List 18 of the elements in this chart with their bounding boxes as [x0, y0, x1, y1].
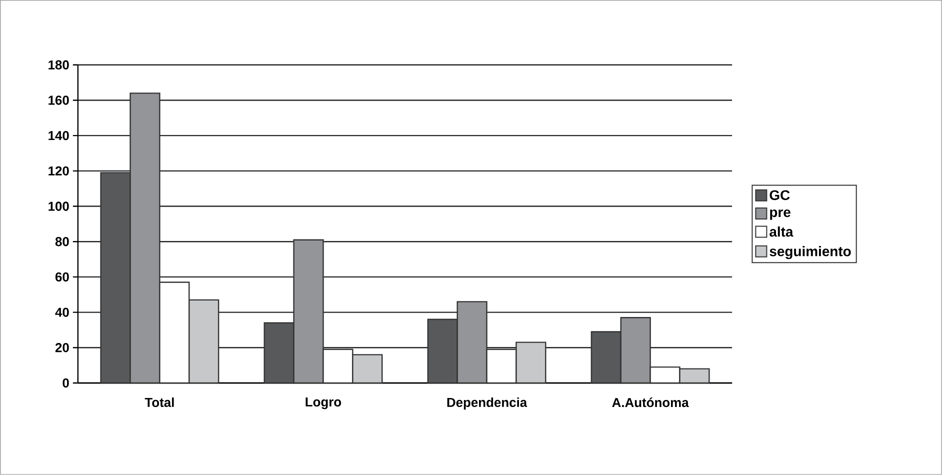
- y-tick-label: 180: [48, 60, 69, 70]
- legend-label: alta: [770, 226, 794, 237]
- legend-label: GC: [770, 190, 790, 200]
- y-tick-label: 120: [48, 166, 69, 176]
- x-tick-label: Dependencia: [447, 398, 528, 410]
- y-tick-label: 160: [48, 96, 69, 105]
- y-tick-label: 140: [48, 131, 69, 140]
- legend-label: seguimiento: [770, 246, 851, 260]
- y-tick-label: 40: [55, 308, 69, 317]
- y-tick-label: 20: [55, 343, 69, 352]
- legend-label: pre: [770, 209, 790, 220]
- x-tick-label: Total: [144, 398, 174, 408]
- y-tick-label: 60: [55, 272, 69, 282]
- y-tick-label: 0: [62, 378, 69, 388]
- x-tick-label: Logro: [306, 398, 342, 410]
- y-tick-label: 100: [48, 202, 69, 211]
- y-tick-label: 80: [55, 237, 69, 246]
- x-tick-label: A.Autónoma: [612, 398, 689, 408]
